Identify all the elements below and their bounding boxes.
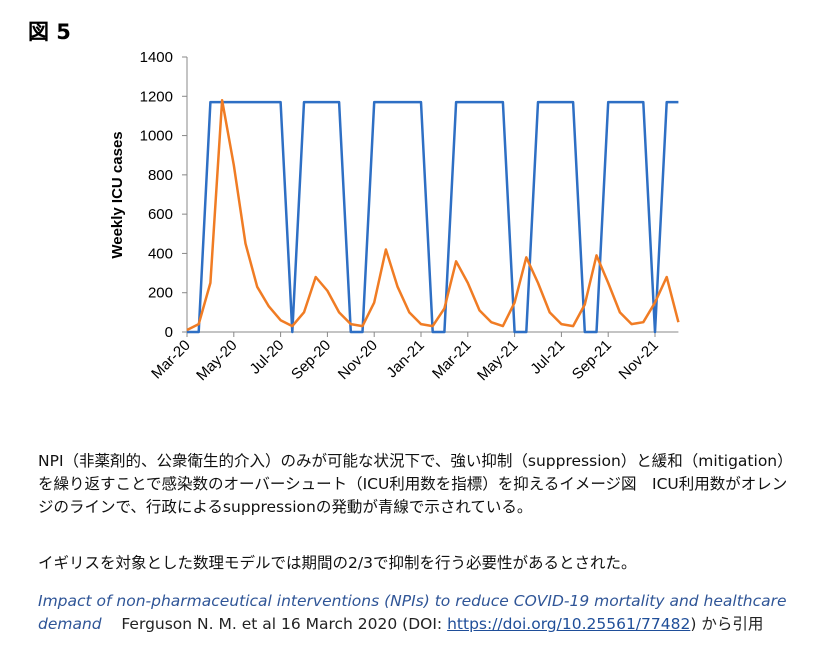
y-tick-label: 200 xyxy=(148,285,173,302)
y-tick-label: 1200 xyxy=(140,88,173,105)
caption-paragraph: イギリスを対象とした数理モデルでは期間の2/3で抑制を行う必要性があるとされた。 xyxy=(38,554,637,572)
y-tick-label: 600 xyxy=(148,206,173,223)
y-tick-label: 0 xyxy=(165,324,173,341)
x-tick-label: Mar-20 xyxy=(148,337,194,383)
chart: Weekly ICU cases 0 200 400 600 800 1000 1200 14… xyxy=(109,49,680,384)
citation-authors: Ferguson N. M. et al 16 March 2020 (DOI: xyxy=(121,615,448,633)
y-axis-label: Weekly ICU cases xyxy=(109,131,126,258)
citation: Impact of non-pharmaceutical interventio… xyxy=(38,590,798,636)
x-tick-label: Sep-21 xyxy=(569,337,615,383)
citation-suffix: ) から引用 xyxy=(690,615,764,633)
heading: 図 5 xyxy=(28,20,71,44)
x-tick-label: Sep-20 xyxy=(288,337,334,383)
x-tick-label: Nov-21 xyxy=(616,337,662,383)
series-line xyxy=(186,98,680,332)
y-tick-label: 1400 xyxy=(140,49,173,66)
x-tick-label: May-20 xyxy=(193,337,240,384)
x-tick-label: Mar-21 xyxy=(429,337,475,383)
x-tick-label: Jul-21 xyxy=(527,337,568,378)
x-tick-label: Jan-21 xyxy=(383,337,427,381)
x-tick-label: Jul-20 xyxy=(247,337,288,378)
x-tick-label: May-21 xyxy=(474,337,521,384)
series-line xyxy=(187,100,679,334)
y-tick-label: 1000 xyxy=(140,128,173,145)
x-tick-label: Nov-20 xyxy=(335,337,381,383)
y-tick-label: 400 xyxy=(148,245,173,262)
caption-paragraph: NPI（非薬剤的、公衆衛生的介入）のみが可能な状況下で、強い抑制（suppres… xyxy=(38,452,793,516)
y-tick-label: 800 xyxy=(148,167,173,184)
citation-title: Impact of non-pharmaceutical interventio… xyxy=(38,592,787,633)
doi-link[interactable]: https://doi.org/10.25561/77482 xyxy=(447,615,691,633)
